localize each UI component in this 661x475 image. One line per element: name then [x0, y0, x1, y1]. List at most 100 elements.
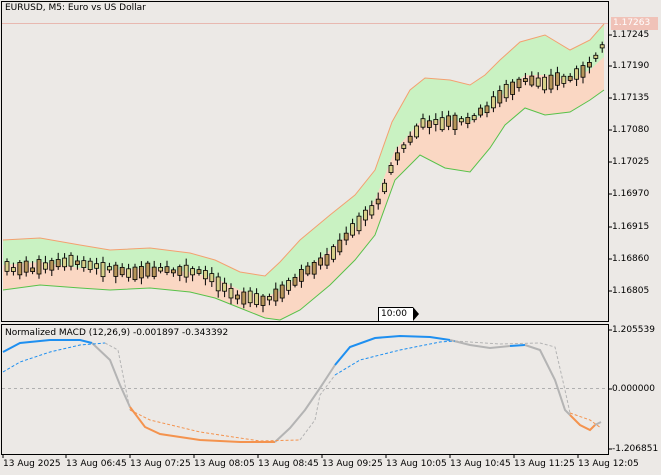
price-label: 1.17190	[612, 61, 650, 71]
candle-body	[561, 75, 567, 84]
candle-body	[471, 115, 477, 121]
price-label: 1.16970	[612, 189, 650, 199]
candle-body	[593, 54, 599, 59]
candle-body	[196, 269, 202, 274]
candle-body	[523, 78, 528, 82]
time-label: 13 Aug 10:45	[450, 459, 511, 469]
candle-body	[43, 262, 48, 270]
candle-body	[266, 296, 272, 301]
candle-body	[126, 268, 131, 278]
candle-body	[209, 273, 215, 283]
candle-body	[81, 260, 87, 268]
candle-body	[298, 269, 304, 282]
candle-body	[305, 265, 311, 275]
signal-line-down	[129, 409, 301, 442]
candle-body	[241, 291, 247, 305]
candle-body	[30, 267, 36, 272]
price-label: 1.17025	[612, 157, 650, 167]
macd-lines	[2, 334, 602, 443]
macd-line-up	[509, 344, 526, 347]
candle-body	[318, 257, 324, 266]
candle-body	[75, 260, 80, 265]
indicator-level-label: 1.205539	[612, 325, 655, 335]
candle-body	[62, 257, 67, 268]
macd-line-up	[2, 339, 93, 353]
candle-body	[548, 74, 554, 90]
time-label: 13 Aug 10:05	[386, 459, 447, 469]
candle-body	[87, 260, 93, 271]
candle-body	[138, 266, 144, 279]
macd-line-neutral	[524, 344, 571, 416]
price-label: 1.17080	[612, 125, 650, 135]
time-label: 13 Aug 12:05	[578, 459, 639, 469]
candle-body	[311, 262, 317, 275]
candlesticks	[4, 41, 605, 313]
candle-body	[247, 290, 253, 304]
candle-body	[426, 120, 432, 128]
price-label: 1.16915	[612, 222, 650, 232]
time-label: 13 Aug 11:25	[514, 459, 575, 469]
candle-body	[497, 90, 503, 104]
candle-body	[337, 239, 343, 253]
candle-body	[145, 262, 151, 277]
candle-body	[407, 135, 413, 143]
candle-body	[350, 223, 356, 236]
time-label: 13 Aug 08:05	[194, 459, 255, 469]
time-label: 13 Aug 07:25	[130, 459, 191, 469]
candle-body	[132, 266, 138, 281]
indicator-level-label: 0.000000	[612, 384, 655, 394]
candle-body	[190, 268, 196, 276]
candle-body	[49, 260, 55, 271]
price-label: 1.16805	[612, 286, 650, 296]
candle-body	[119, 266, 125, 276]
time-marker[interactable]: 10:00	[378, 307, 419, 322]
candle-body	[369, 205, 375, 216]
candle-body	[222, 282, 228, 292]
candle-body	[555, 72, 560, 86]
candle-body	[478, 107, 484, 116]
candle-body	[567, 75, 573, 81]
time-label: 13 Aug 08:45	[258, 459, 319, 469]
candle-body	[94, 263, 99, 269]
candle-body	[420, 118, 426, 128]
candle-body	[107, 266, 112, 271]
candle-body	[458, 118, 464, 123]
signal-line-neutral	[104, 342, 131, 411]
candle-body	[516, 78, 522, 89]
macd-line-down	[129, 406, 275, 443]
candle-body	[273, 288, 279, 302]
candle-body	[542, 76, 547, 91]
candle-body	[503, 83, 509, 99]
signal-line-down	[569, 412, 602, 429]
candle-body	[446, 115, 452, 127]
candle-body	[4, 261, 10, 272]
macd-line-neutral	[91, 342, 131, 408]
candle-body	[324, 254, 330, 266]
price-axis-ticks	[608, 34, 612, 450]
candle-body	[580, 65, 586, 78]
signal-line-neutral	[299, 374, 336, 441]
candle-body	[234, 294, 240, 300]
macd-line-neutral	[274, 364, 336, 443]
chart-title: EURUSD, M5: Euro vs US Dollar	[5, 3, 146, 13]
candle-body	[330, 246, 336, 260]
candle-body	[484, 105, 490, 114]
upper-band-fill	[3, 24, 604, 297]
current-price-label: 1.17263	[611, 17, 658, 30]
time-label: 13 Aug 06:45	[66, 459, 127, 469]
indicator-level-label: -1.206851	[612, 444, 659, 454]
candle-body	[490, 96, 496, 109]
macd-line-neutral	[594, 421, 602, 426]
candle-body	[215, 276, 221, 292]
candle-body	[260, 295, 266, 306]
candle-body	[23, 260, 29, 273]
price-label: 1.16860	[612, 254, 650, 264]
candle-body	[356, 215, 362, 232]
candle-body	[388, 165, 394, 173]
candle-body	[343, 232, 349, 241]
candle-body	[164, 266, 170, 273]
candle-body	[433, 119, 439, 125]
candle-body	[452, 114, 458, 131]
signal-line-up	[334, 340, 456, 376]
candle-body	[151, 266, 157, 277]
